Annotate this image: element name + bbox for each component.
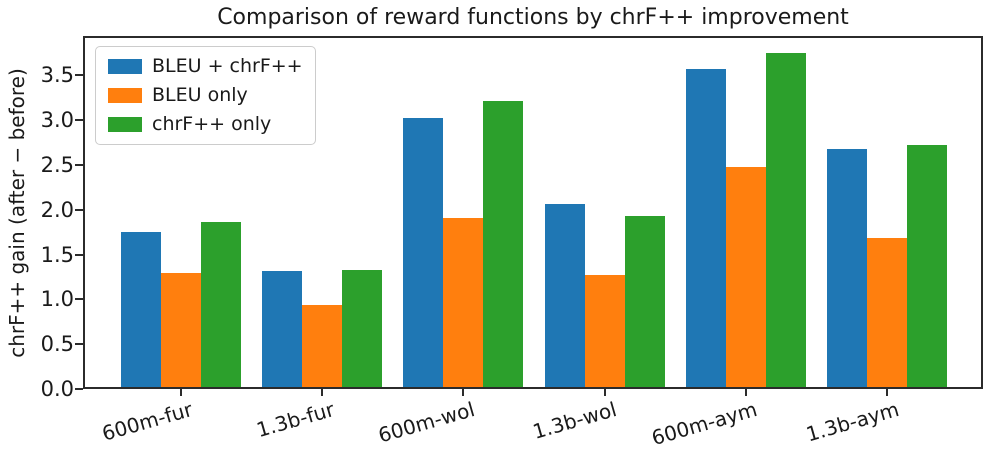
y-tick-mark — [75, 343, 83, 346]
y-tick-label: 3.5 — [40, 63, 74, 88]
bar — [624, 216, 665, 389]
x-tick-mark — [603, 389, 606, 396]
legend-label: BLEU + chrF++ — [152, 55, 303, 77]
bar — [403, 117, 444, 389]
x-tick-label: 1.3b-wol — [529, 397, 619, 444]
y-tick-label: 0.5 — [40, 332, 74, 357]
y-tick-label: 3.0 — [40, 108, 74, 133]
plot-area: BLEU + chrF++ BLEU only chrF++ only — [83, 36, 983, 389]
legend-item: chrF++ only — [108, 114, 303, 135]
legend-swatch — [108, 59, 142, 74]
bar — [725, 166, 766, 389]
y-tick-label: 1.0 — [40, 287, 74, 312]
y-tick-label: 0.0 — [40, 377, 74, 401]
bar — [201, 222, 241, 389]
legend-swatch — [108, 117, 142, 132]
bar — [302, 304, 343, 389]
legend-item: BLEU only — [108, 85, 303, 106]
legend-swatch — [108, 88, 142, 103]
bar — [262, 270, 303, 389]
y-tick-mark — [75, 119, 83, 122]
bar — [342, 269, 383, 389]
x-tick-label: 1.3b-aym — [803, 397, 902, 447]
bar — [685, 69, 726, 389]
bar — [483, 100, 524, 389]
y-tick-mark — [75, 388, 83, 390]
chart-title: Comparison of reward functions by chrF++… — [217, 5, 849, 30]
bar — [443, 217, 484, 389]
bar — [584, 275, 625, 389]
x-tick-label: 600m-fur — [99, 397, 196, 446]
x-tick-label: 1.3b-fur — [253, 397, 337, 443]
x-tick-mark — [180, 389, 182, 396]
y-tick-mark — [75, 253, 83, 256]
x-tick-label: 600m-aym — [649, 397, 761, 451]
y-tick-mark — [75, 164, 83, 166]
bar — [827, 148, 867, 389]
legend: BLEU + chrF++ BLEU only chrF++ only — [95, 46, 316, 145]
y-tick-label: 1.5 — [40, 242, 74, 267]
bar — [907, 145, 947, 389]
y-tick-mark — [75, 74, 83, 77]
y-tick-label: 2.5 — [40, 153, 74, 177]
bar — [544, 203, 585, 389]
bar — [121, 232, 161, 389]
y-tick-mark — [75, 298, 83, 301]
bar — [867, 238, 907, 389]
x-tick-label: 600m-wol — [375, 397, 478, 448]
legend-item: BLEU + chrF++ — [108, 56, 303, 77]
legend-label: chrF++ only — [152, 113, 272, 135]
y-tick-label: 2.0 — [40, 197, 74, 222]
x-tick-mark — [744, 389, 747, 396]
y-tick-mark — [75, 208, 83, 211]
legend-label: BLEU only — [152, 84, 248, 106]
bar — [161, 272, 201, 389]
x-tick-mark — [886, 389, 888, 396]
x-tick-mark — [462, 389, 465, 396]
x-tick-mark — [321, 389, 324, 396]
bar — [765, 53, 806, 389]
